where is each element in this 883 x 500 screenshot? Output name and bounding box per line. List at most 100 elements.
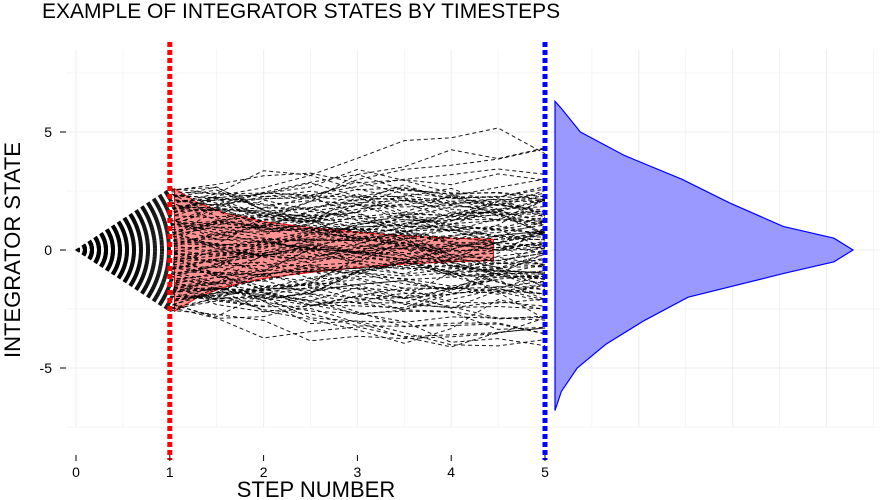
ticks-layer: 0 1 2 3 4 5 -5 0 5	[40, 124, 550, 480]
x-tick-label: 2	[260, 464, 268, 480]
y-axis-title: INTEGRATOR STATE	[0, 142, 25, 358]
path-line	[75, 224, 546, 291]
path-line	[75, 168, 546, 251]
x-tick-label: 1	[166, 464, 174, 480]
path-line	[75, 211, 546, 251]
chart-title: EXAMPLE OF INTEGRATOR STATES BY TIMESTEP…	[42, 0, 561, 23]
path-line	[75, 227, 546, 280]
path-line	[75, 239, 546, 276]
path-line	[75, 216, 546, 268]
path-line	[75, 237, 546, 258]
path-line	[75, 204, 546, 251]
path-line	[75, 249, 546, 347]
path-line	[75, 201, 546, 255]
path-line	[75, 249, 546, 304]
x-tick-label: 0	[72, 464, 80, 480]
path-line	[75, 203, 546, 251]
path-line	[75, 193, 546, 251]
x-tick-label: 3	[354, 464, 362, 480]
path-line	[75, 249, 546, 290]
path-line	[75, 215, 546, 251]
path-line	[75, 173, 546, 251]
path-line	[75, 187, 546, 251]
path-line	[75, 249, 546, 306]
path-line	[75, 215, 546, 257]
x-tick-label: 4	[447, 464, 455, 480]
x-tick-label: 5	[541, 464, 549, 480]
path-line	[75, 182, 546, 251]
path-line	[75, 184, 546, 251]
path-line	[75, 196, 546, 251]
path-line	[75, 242, 546, 273]
path-line	[75, 237, 546, 284]
y-tick-label: 0	[44, 242, 52, 258]
path-line	[75, 188, 546, 251]
path-line	[75, 249, 546, 320]
path-line	[75, 198, 546, 251]
path-line	[75, 249, 546, 310]
path-line	[75, 249, 546, 312]
path-line	[75, 249, 546, 320]
path-line	[75, 249, 546, 330]
path-line	[75, 231, 546, 262]
markers-layer	[167, 42, 548, 460]
path-line	[75, 230, 546, 262]
path-line	[75, 219, 546, 251]
path-line	[75, 148, 546, 251]
path-line	[75, 127, 546, 251]
path-line	[75, 233, 546, 265]
path-line	[75, 249, 546, 321]
path-line	[75, 186, 546, 251]
path-line	[75, 214, 546, 251]
path-line	[75, 243, 546, 278]
path-line	[75, 244, 546, 269]
density-layer	[554, 99, 855, 411]
path-line	[75, 249, 546, 302]
path-line	[75, 188, 546, 251]
path-line	[75, 207, 546, 251]
path-line	[75, 232, 546, 276]
path-line	[75, 188, 546, 251]
path-line	[75, 249, 546, 339]
x-axis-title: STEP NUMBER	[237, 477, 396, 500]
path-line	[75, 204, 546, 251]
path-line	[75, 238, 546, 275]
path-line	[75, 197, 546, 251]
path-line	[75, 249, 546, 303]
path-line	[75, 249, 546, 307]
path-line	[75, 172, 546, 251]
path-line	[75, 233, 546, 264]
path-line	[75, 249, 546, 309]
path-line	[75, 249, 546, 294]
path-line	[75, 191, 546, 251]
path-line	[75, 249, 546, 335]
path-line	[75, 196, 546, 251]
path-line	[75, 189, 546, 256]
path-line	[75, 249, 546, 266]
path-line	[75, 199, 546, 263]
path-line	[75, 249, 546, 306]
path-line	[75, 232, 546, 265]
path-line	[75, 249, 546, 347]
density-shape	[554, 99, 855, 411]
path-line	[75, 223, 546, 280]
path-line	[75, 218, 546, 262]
path-line	[75, 246, 546, 276]
path-line	[75, 245, 546, 276]
y-tick-label: 5	[44, 124, 52, 140]
path-line	[75, 249, 546, 335]
path-line	[75, 208, 546, 251]
path-line	[75, 249, 546, 348]
path-line	[75, 243, 546, 301]
path-line	[75, 174, 546, 251]
path-line	[75, 228, 546, 282]
y-tick-label: -5	[40, 360, 53, 376]
path-line	[75, 201, 546, 251]
path-line	[75, 198, 546, 261]
path-line	[75, 192, 546, 268]
path-line	[75, 249, 546, 299]
path-line	[75, 199, 546, 251]
path-line	[75, 168, 546, 251]
path-line	[75, 249, 546, 316]
